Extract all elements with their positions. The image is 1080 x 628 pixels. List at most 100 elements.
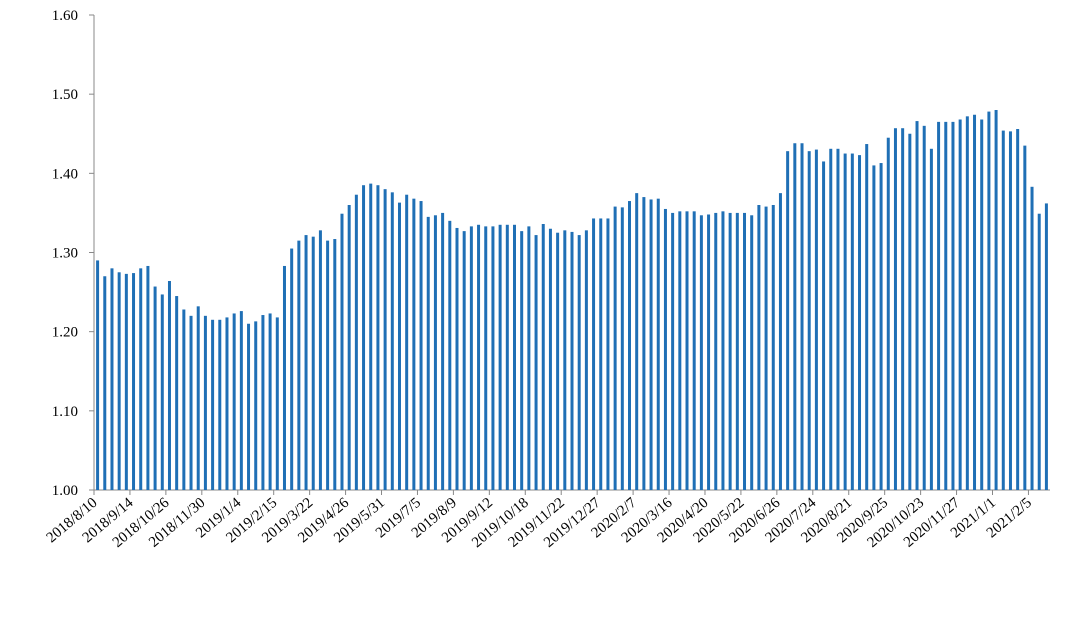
bar: [743, 212, 747, 490]
bar: [929, 148, 933, 490]
bar: [793, 143, 797, 490]
bar: [635, 193, 639, 490]
bar: [858, 155, 862, 490]
bar: [836, 148, 840, 490]
bar: [268, 313, 272, 490]
bar: [1030, 186, 1034, 490]
bar: [182, 309, 186, 490]
bar: [577, 235, 581, 490]
bar: [110, 268, 114, 490]
bar: [484, 226, 488, 490]
bar: [714, 212, 718, 490]
bar: [196, 306, 200, 490]
bar: [239, 311, 243, 490]
bar: [254, 321, 258, 490]
bar: [822, 161, 826, 491]
bar: [520, 231, 524, 490]
bar: [541, 224, 545, 490]
y-tick-label: 1.00: [52, 483, 78, 499]
bar: [297, 240, 301, 490]
bar: [362, 185, 366, 491]
bar: [247, 323, 251, 490]
bar: [132, 273, 136, 490]
bar: [685, 211, 689, 491]
bar: [225, 317, 229, 490]
bar: [103, 276, 107, 490]
bar: [354, 194, 358, 491]
bar: [692, 211, 696, 491]
bar: [232, 313, 236, 490]
bar: [807, 151, 811, 490]
bar: [944, 121, 948, 490]
bar: [412, 198, 416, 490]
bar: [498, 224, 502, 490]
bar: [800, 143, 804, 490]
y-tick-label: 1.30: [52, 246, 78, 262]
bar: [218, 319, 222, 490]
bar: [211, 319, 215, 490]
bar: [671, 212, 675, 490]
bar: [843, 153, 847, 490]
bar: [563, 230, 567, 491]
bar: [282, 265, 286, 490]
bar: [879, 163, 883, 490]
bar: [570, 231, 574, 490]
bar: [189, 315, 193, 490]
bar: [699, 215, 703, 490]
bar: [750, 215, 754, 490]
bar: [872, 165, 876, 490]
bar: [994, 110, 998, 490]
y-tick-label: 1.20: [52, 325, 78, 341]
bar: [469, 226, 473, 490]
bar: [124, 273, 128, 490]
bar: [556, 232, 560, 491]
bar: [757, 205, 761, 490]
bar: [829, 148, 833, 490]
bar: [1044, 203, 1048, 490]
bar: [965, 116, 969, 490]
bar: [973, 114, 977, 490]
bar: [397, 202, 401, 490]
bar: [786, 151, 790, 490]
bar: [987, 111, 991, 490]
bar: [771, 205, 775, 490]
bar: [548, 228, 552, 490]
bar: [663, 208, 667, 491]
bar: [433, 215, 437, 490]
bar: [383, 189, 387, 490]
bar: [1016, 129, 1020, 490]
bar: [980, 119, 984, 490]
bar: [153, 286, 157, 490]
bar: [318, 230, 322, 491]
bar: [1008, 131, 1012, 490]
bar: [462, 231, 466, 490]
bar: [175, 296, 179, 490]
bar: [728, 212, 732, 490]
bar: [261, 315, 265, 490]
bar: [505, 224, 509, 490]
bar: [426, 216, 430, 490]
bar: [951, 121, 955, 490]
bar: [656, 198, 660, 490]
bar: [893, 128, 897, 491]
bar: [1037, 213, 1041, 491]
bar: [937, 121, 941, 490]
bar: [534, 235, 538, 490]
y-tick-label: 1.10: [52, 404, 78, 420]
bar: [606, 218, 610, 491]
bar: [958, 119, 962, 490]
y-tick-label: 1.40: [52, 166, 78, 182]
bar: [1023, 145, 1027, 490]
bar: [304, 235, 308, 490]
bar: [707, 214, 711, 490]
bar: [721, 211, 725, 491]
bar: [584, 230, 588, 491]
bar: [620, 207, 624, 490]
bar: [390, 192, 394, 491]
bar: [764, 206, 768, 491]
bar: [477, 224, 481, 490]
bar: [160, 294, 164, 490]
bar: [512, 224, 516, 490]
bar: [369, 183, 373, 490]
bar: [865, 144, 869, 490]
